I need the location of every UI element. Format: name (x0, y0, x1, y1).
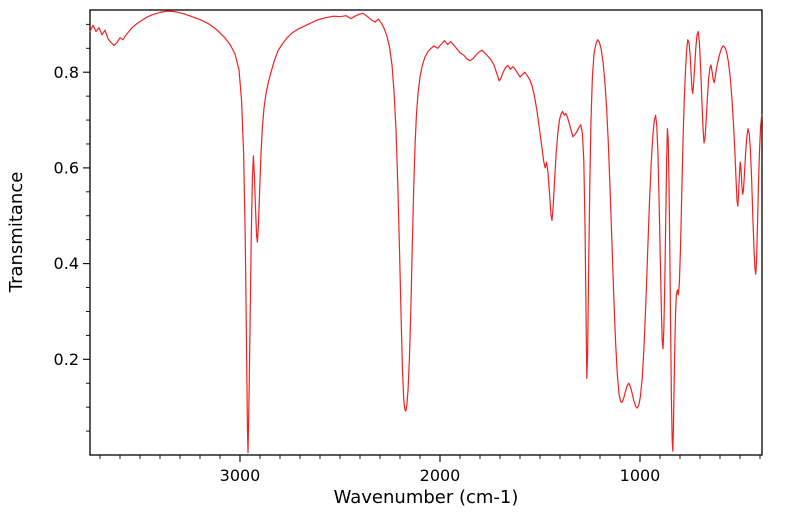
plot-area (89, 9, 763, 456)
y-tick-label: 0.8 (54, 63, 79, 82)
x-axis-label: Wavenumber (cm-1) (334, 487, 519, 508)
y-tick-label: 0.6 (54, 159, 79, 178)
spectrum-line (89, 10, 763, 454)
axis-tick-labels: 3000 2000 1000 0.2 0.4 0.6 0.8 (54, 63, 661, 485)
y-tick-label: 0.4 (54, 254, 79, 273)
y-axis-label: Transmitance (6, 172, 27, 294)
y-tick-label: 0.2 (54, 350, 79, 369)
axis-ticks (83, 23, 761, 462)
x-tick-label: 2000 (420, 466, 461, 485)
x-tick-label: 1000 (620, 466, 661, 485)
x-tick-label: 3000 (220, 466, 261, 485)
